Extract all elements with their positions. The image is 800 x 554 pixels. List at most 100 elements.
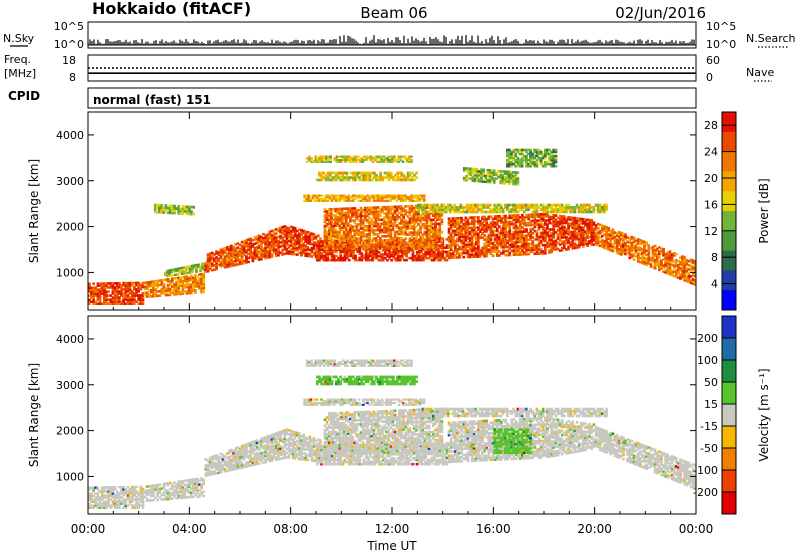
range-gate-cell — [689, 279, 693, 282]
range-gate-cell — [582, 234, 585, 238]
range-gate-cell — [342, 157, 345, 160]
range-gate-cell — [544, 235, 547, 239]
range-gate-cell — [300, 249, 303, 253]
range-gate-cell — [412, 196, 416, 199]
range-gate-cell — [332, 222, 335, 226]
range-gate-cell — [550, 242, 553, 246]
range-gate-cell — [563, 240, 566, 243]
range-gate-cell — [420, 258, 423, 262]
range-gate-cell — [379, 253, 383, 256]
range-gate-cell — [462, 243, 466, 247]
range-gate-cell — [475, 170, 479, 173]
range-gate-cell — [531, 160, 534, 164]
range-gate-cell — [412, 241, 416, 244]
range-gate-cell — [626, 251, 629, 254]
range-gate-cell — [372, 216, 376, 220]
range-gate-cell — [402, 178, 406, 182]
range-gate-cell — [332, 247, 335, 250]
range-gate-cell — [403, 248, 406, 252]
range-gate-cell — [347, 207, 350, 210]
range-gate-cell — [362, 196, 365, 199]
range-gate-cell — [498, 241, 501, 245]
range-gate-cell — [647, 258, 651, 261]
range-gate-cell — [586, 230, 589, 233]
range-gate-cell — [327, 157, 330, 160]
range-gate-cell — [440, 230, 444, 234]
range-gate-cell — [537, 227, 541, 231]
range-gate-cell — [346, 157, 349, 160]
range-gate-cell — [502, 241, 505, 245]
range-gate-cell — [520, 156, 524, 160]
range-gate-cell — [521, 234, 524, 238]
range-gate-cell — [333, 258, 336, 262]
range-gate-cell — [356, 250, 360, 253]
range-gate-cell — [327, 243, 331, 246]
range-gate-cell — [550, 240, 553, 244]
range-gate-cell — [385, 235, 388, 238]
range-gate-cell — [485, 250, 489, 254]
range-gate-cell — [372, 229, 376, 232]
range-gate-cell — [166, 273, 169, 276]
range-gate-cell — [105, 282, 108, 285]
range-gate-cell — [497, 169, 500, 173]
range-gate-cell — [376, 216, 380, 220]
range-gate-cell — [339, 160, 343, 163]
range-gate-cell — [364, 252, 368, 255]
range-gate-cell — [401, 256, 404, 260]
range-gate-cell — [506, 224, 509, 228]
range-gate-cell — [325, 237, 329, 240]
range-gate-cell — [128, 298, 132, 301]
range-gate-cell — [527, 162, 530, 166]
range-gate-cell — [481, 252, 484, 256]
range-gate-cell — [415, 239, 418, 242]
range-gate-cell — [177, 211, 180, 215]
range-gate-cell — [339, 171, 342, 175]
range-gate-cell — [466, 255, 470, 259]
range-gate-cell — [462, 176, 466, 180]
range-gate-cell — [400, 178, 404, 182]
range-gate-cell — [503, 176, 507, 179]
range-gate-cell — [139, 300, 143, 303]
range-gate-cell — [514, 148, 518, 152]
range-gate-cell — [427, 233, 431, 236]
range-gate-cell — [689, 264, 693, 268]
range-gate-cell — [429, 220, 433, 224]
range-gate-cell — [525, 240, 528, 244]
range-gate-cell — [645, 243, 648, 246]
range-gate-cell — [298, 247, 301, 250]
range-gate-cell — [516, 183, 520, 186]
range-gate-cell — [316, 252, 319, 256]
range-gate-cell — [264, 252, 267, 256]
range-gate-cell — [274, 228, 278, 231]
range-gate-cell — [481, 250, 484, 254]
range-gate-cell — [410, 160, 413, 163]
range-gate-cell — [388, 251, 391, 254]
range-gate-cell — [434, 228, 437, 232]
range-gate-cell — [376, 212, 380, 215]
range-gate-cell — [109, 286, 113, 289]
range-gate-cell — [277, 243, 280, 247]
range-gate-cell — [349, 199, 353, 202]
range-gate-cell — [201, 262, 204, 266]
range-gate-cell — [366, 173, 370, 177]
range-gate-cell — [462, 249, 466, 253]
range-gate-cell — [387, 239, 391, 242]
range-gate-cell — [495, 177, 498, 180]
range-gate-cell — [398, 176, 401, 179]
range-gate-cell — [525, 252, 528, 256]
range-gate-cell — [506, 245, 509, 249]
range-gate-cell — [236, 256, 240, 260]
range-gate-cell — [391, 218, 395, 221]
range-gate-cell — [488, 173, 492, 176]
range-gate-cell — [400, 171, 404, 175]
range-gate-cell — [677, 266, 680, 269]
range-gate-cell — [653, 254, 657, 258]
range-gate-cell — [379, 257, 383, 260]
range-gate-cell — [272, 231, 276, 234]
range-gate-cell — [527, 238, 530, 241]
range-gate-cell — [281, 230, 284, 233]
range-gate-cell — [337, 173, 340, 177]
range-gate-cell — [601, 226, 604, 230]
range-gate-cell — [417, 223, 420, 226]
range-gate-cell — [544, 214, 547, 218]
